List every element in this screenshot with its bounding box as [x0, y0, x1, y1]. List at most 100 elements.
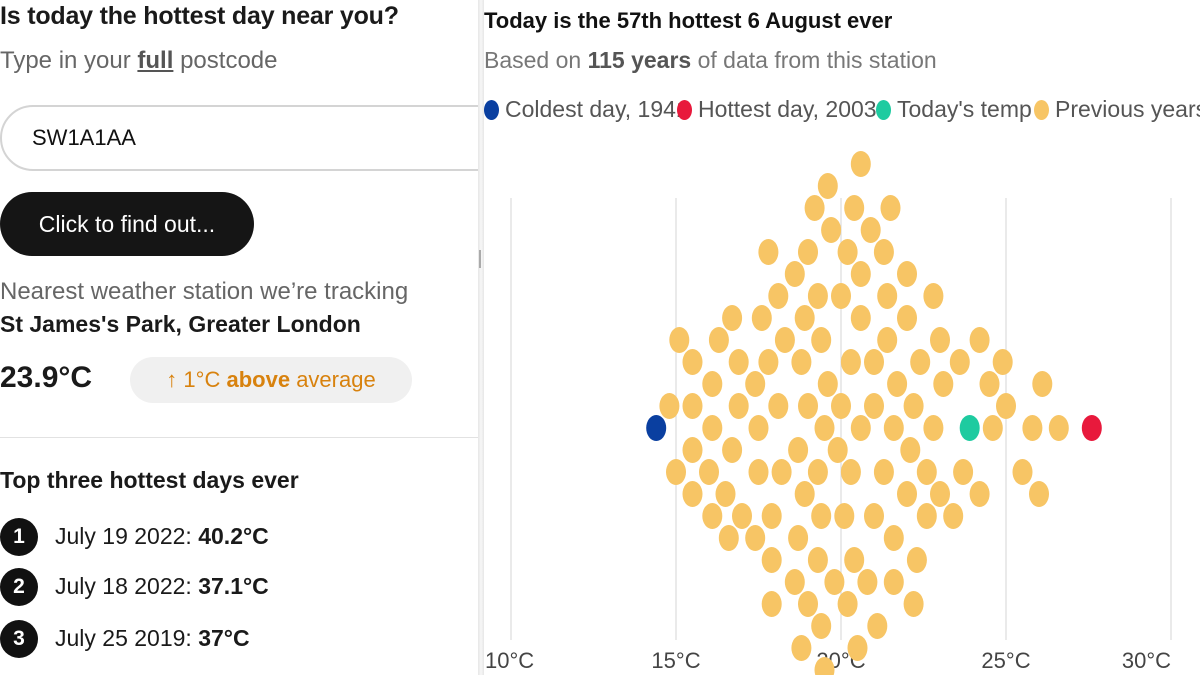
panel-divider[interactable]	[478, 0, 484, 675]
previous-year-point	[751, 305, 772, 331]
previous-year-point	[933, 371, 954, 397]
previous-year-point	[883, 569, 904, 595]
previous-year-point	[923, 283, 944, 309]
previous-year-point	[1048, 415, 1069, 441]
previous-year-point	[949, 349, 970, 375]
station-name: St James's Park, Greater London	[0, 311, 361, 337]
up-arrow-icon: ↑	[166, 367, 178, 392]
top-day-value: 37°C	[198, 625, 250, 651]
postcode-input[interactable]	[0, 105, 478, 171]
previous-year-point	[659, 393, 680, 419]
previous-year-point	[930, 481, 950, 507]
page-title: Is today the hottest day near you?	[0, 2, 399, 30]
previous-year-point	[910, 349, 931, 375]
subtitle-emphasis: 115 years	[587, 47, 692, 73]
legend-label: Today's temp	[897, 96, 1032, 122]
previous-year-point	[768, 393, 789, 419]
previous-year-point	[669, 327, 690, 353]
previous-year-point	[840, 349, 861, 375]
todays-temp-point	[959, 415, 980, 441]
previous-year-point	[850, 261, 871, 287]
coldest-day-point	[646, 415, 667, 441]
drag-handle-icon[interactable]	[479, 250, 481, 268]
legend-label: Hottest day, 2003	[698, 96, 877, 122]
previous-year-point	[821, 217, 842, 243]
previous-year-point	[761, 547, 782, 573]
previous-year-point	[722, 305, 743, 331]
previous-year-point	[732, 503, 752, 529]
previous-year-point	[807, 459, 828, 485]
previous-year-point	[771, 459, 792, 485]
previous-year-point	[682, 393, 703, 419]
previous-year-point	[837, 591, 858, 617]
previous-year-point	[791, 635, 812, 661]
previous-year-point	[794, 481, 815, 507]
previous-year-point	[788, 525, 809, 551]
previous-year-point	[788, 437, 809, 463]
previous-year-point	[864, 349, 884, 375]
x-tick-label: 10°C	[485, 648, 534, 673]
previous-year-point	[840, 459, 861, 485]
find-out-button[interactable]: Click to find out...	[0, 192, 254, 256]
previous-year-point	[1032, 371, 1053, 397]
previous-year-point	[850, 151, 871, 177]
previous-year-point	[897, 261, 917, 287]
rank-badge: 2	[0, 568, 38, 606]
top-day-date: July 19 2022:	[55, 523, 199, 549]
previous-year-point	[804, 195, 825, 221]
previous-year-point	[850, 305, 871, 331]
previous-year-point	[811, 503, 832, 529]
previous-year-point	[811, 327, 832, 353]
previous-year-point	[791, 349, 812, 375]
previous-year-point	[900, 437, 921, 463]
previous-year-point	[837, 239, 858, 265]
previous-year-point	[1022, 415, 1043, 441]
previous-year-point	[682, 481, 703, 507]
previous-year-point	[708, 327, 729, 353]
previous-year-point	[798, 591, 818, 617]
previous-year-point	[979, 371, 1000, 397]
previous-year-point	[943, 503, 964, 529]
previous-year-point	[768, 283, 789, 309]
previous-year-point	[916, 459, 937, 485]
previous-year-point	[817, 371, 838, 397]
previous-year-point	[880, 195, 901, 221]
previous-year-point	[847, 635, 868, 661]
chart-panel: Today is the 57th hottest 6 August ever …	[484, 0, 1200, 675]
previous-year-point	[699, 459, 719, 485]
previous-year-point	[844, 547, 865, 573]
chart-title: Today is the 57th hottest 6 August ever	[484, 8, 893, 33]
previous-year-point	[906, 547, 927, 573]
postcode-hint: Type in your full postcode	[0, 47, 277, 75]
top-day-text: July 25 2019: 37°C	[55, 625, 250, 652]
previous-year-point	[814, 657, 835, 675]
chart-subtitle: Based on 115 years of data from this sta…	[484, 47, 937, 74]
previous-year-point	[807, 547, 828, 573]
previous-year-point	[758, 239, 779, 265]
previous-year-point	[718, 525, 739, 551]
previous-year-point	[811, 613, 832, 639]
previous-year-point	[860, 217, 881, 243]
previous-year-point	[953, 459, 974, 485]
previous-year-point	[844, 195, 865, 221]
previous-year-point	[715, 481, 736, 507]
top-day-text: July 19 2022: 40.2°C	[55, 523, 269, 550]
average-comparison-badge: ↑ 1°C above average	[130, 357, 412, 403]
previous-year-point	[814, 415, 835, 441]
hint-emphasis: full	[137, 47, 174, 74]
previous-year-point	[873, 239, 894, 265]
previous-year-point	[682, 349, 703, 375]
current-temperature: 23.9°C	[0, 361, 93, 394]
previous-year-point	[784, 261, 805, 287]
previous-year-point	[996, 393, 1016, 419]
previous-year-point	[666, 459, 686, 485]
legend-label: Previous years	[1055, 96, 1200, 122]
previous-year-point	[873, 459, 894, 485]
previous-year-point	[883, 525, 904, 551]
top-day-value: 37.1°C	[198, 573, 269, 599]
previous-year-point	[877, 283, 898, 309]
previous-year-point	[682, 437, 703, 463]
previous-year-point	[1012, 459, 1033, 485]
previous-year-point	[745, 371, 766, 397]
previous-year-point	[722, 437, 743, 463]
